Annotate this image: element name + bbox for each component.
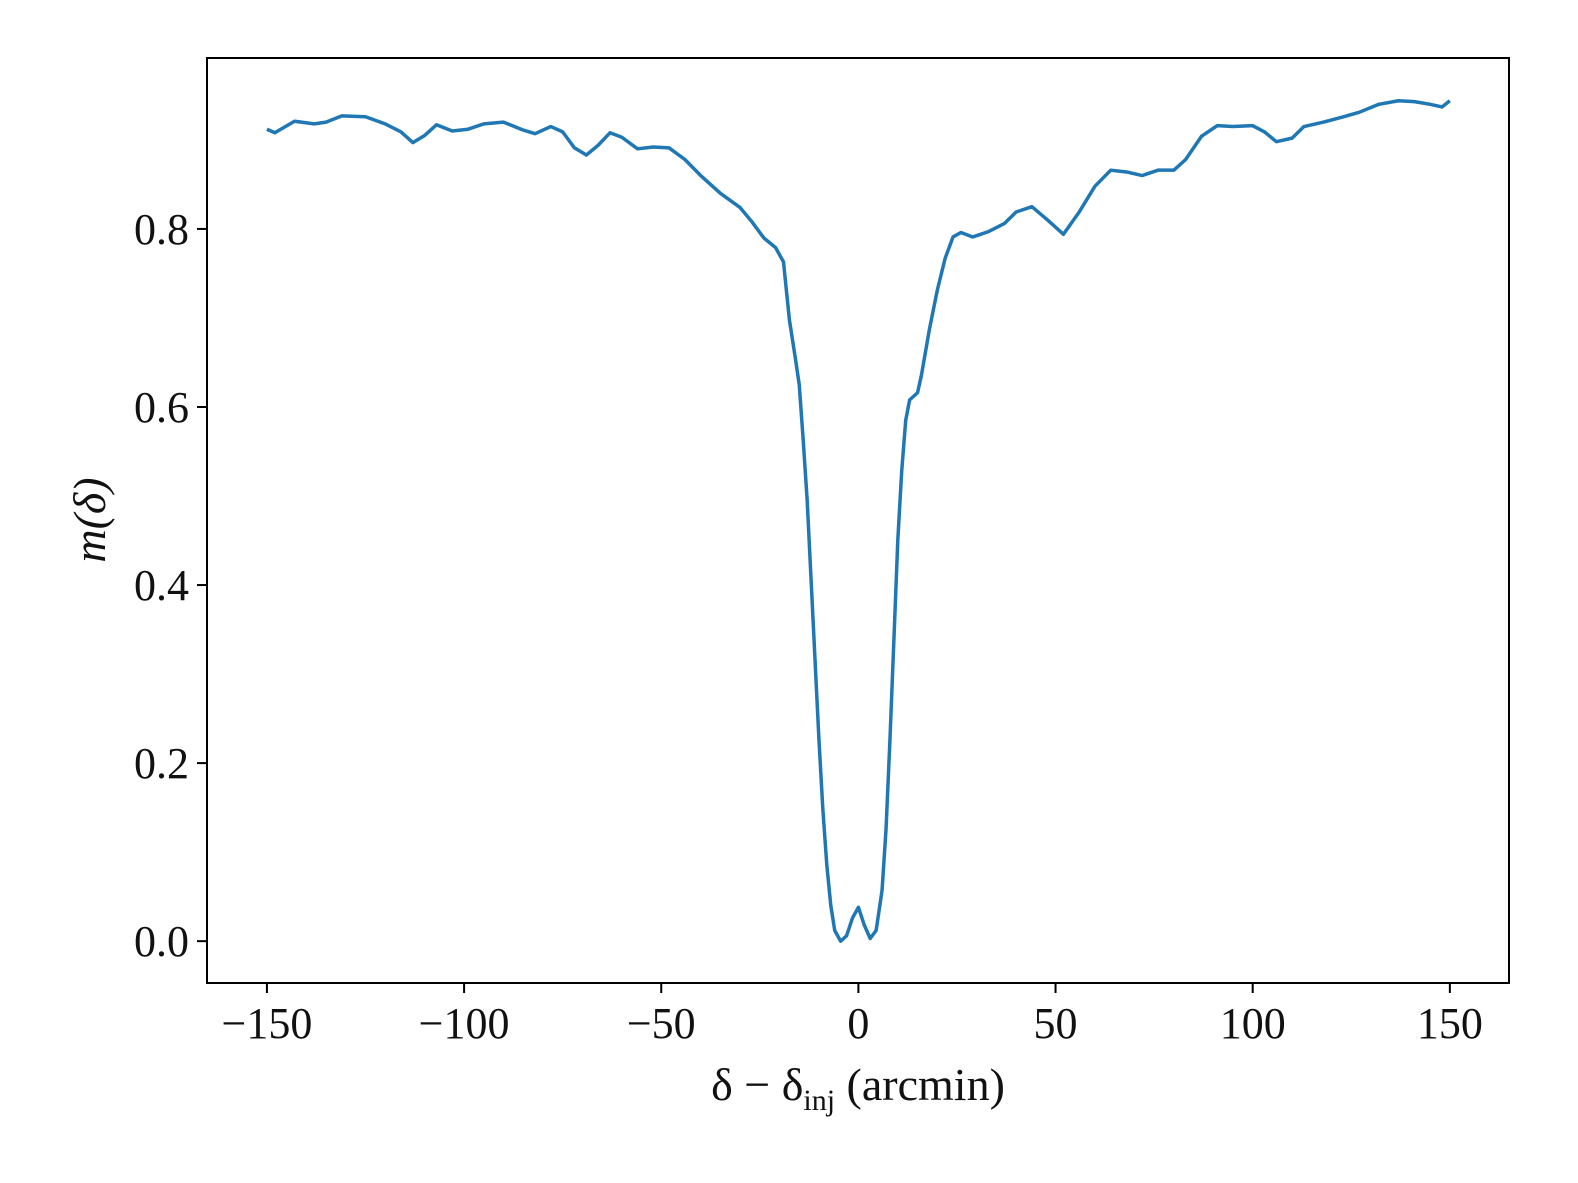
x-label-main: δ − δ	[711, 1059, 803, 1110]
x-axis-label: δ − δinj (arcmin)	[711, 1059, 1005, 1117]
plot-frame	[206, 57, 1510, 984]
y-tick-label: 0.0	[134, 917, 189, 966]
y-tick-label: 0.8	[134, 205, 189, 254]
x-tick-label: −50	[627, 999, 696, 1048]
data-line	[266, 98, 1451, 943]
x-tick-label: 50	[1034, 999, 1078, 1048]
x-tick-label: −150	[222, 999, 313, 1048]
x-label-subscript: inj	[803, 1084, 835, 1117]
x-tick-label: 150	[1417, 999, 1483, 1048]
y-tick-label: 0.6	[134, 383, 189, 432]
x-label-unit: (arcmin)	[835, 1059, 1005, 1110]
x-tick-label: 100	[1220, 999, 1286, 1048]
x-tick-label: 0	[847, 999, 869, 1048]
y-tick-label: 0.4	[134, 561, 189, 610]
y-axis-label: m(δ)	[64, 477, 115, 562]
x-tick-label: −100	[419, 999, 510, 1048]
y-tick-label: 0.2	[134, 739, 189, 788]
